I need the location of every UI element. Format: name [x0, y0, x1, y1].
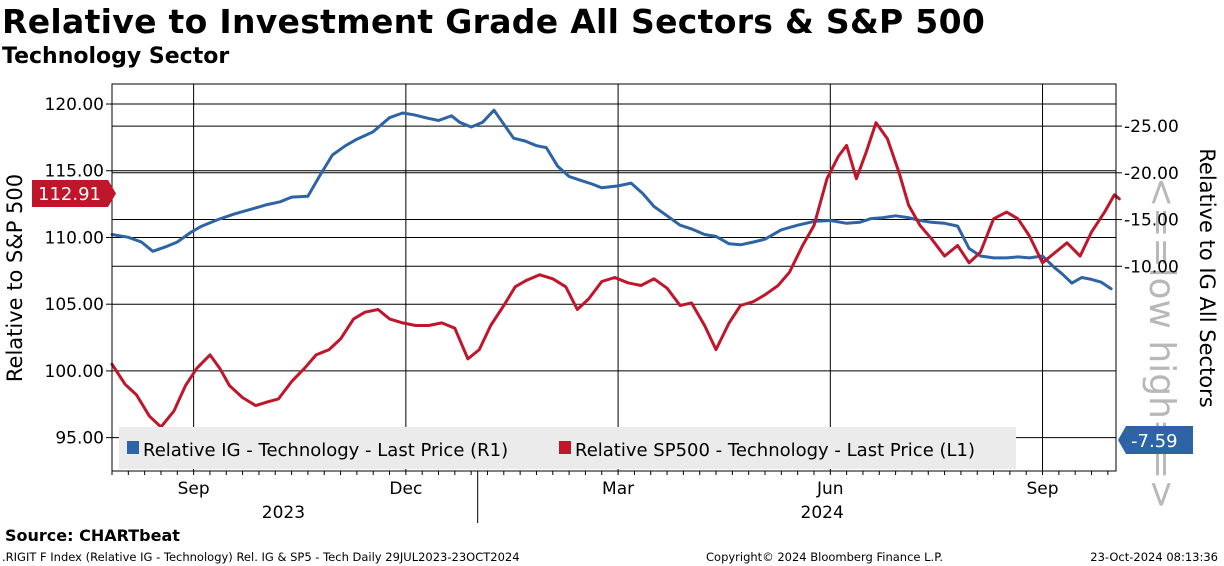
month-tick-label: Jun: [816, 479, 844, 499]
left-axis-title: Relative to S&P 500: [3, 174, 27, 382]
ticker-line: .RIGIT F Index (Relative IG - Technology…: [2, 550, 520, 564]
left-tick-label: 120.00: [45, 95, 104, 115]
left-tick-label: 110.00: [45, 228, 104, 248]
ticks-layer: 95.00 100.00 105.00 110.00 115.00 120.00 -10.0…: [45, 95, 1179, 523]
left-tick-label: 95.00: [55, 429, 104, 449]
legend-label-sp: Relative SP500 - Technology - Last Price…: [575, 440, 975, 461]
chart-subtitle: Technology Sector: [2, 44, 230, 69]
year-label: 2023: [262, 503, 305, 523]
month-tick-label: Sep: [178, 479, 210, 499]
year-label: 2024: [801, 503, 844, 523]
plot-frame: [111, 83, 1117, 472]
legend-swatch-sp: [559, 441, 571, 454]
legend: Relative IG - Technology - Last Price (R…: [119, 427, 1016, 469]
source-note: Source: CHARTbeat: [5, 526, 180, 545]
value-tag-ig-text: -7.59: [1131, 431, 1178, 452]
right-tick-label: -15.00: [1124, 211, 1179, 231]
month-tick-label: Mar: [602, 479, 634, 499]
right-axis-title: Relative to IG All Sectors: [1195, 148, 1219, 407]
value-tag-sp-text: 112.91: [38, 184, 101, 205]
legend-label-ig: Relative IG - Technology - Last Price (R…: [143, 440, 508, 461]
left-tick-label: 100.00: [45, 362, 104, 382]
series-line-relative-sp500: [110, 121, 1121, 429]
copyright: Copyright© 2024 Bloomberg Finance L.P.: [706, 550, 943, 564]
timestamp: 23-Oct-2024 08:13:36: [1090, 550, 1218, 564]
right-tick-label: -25.00: [1124, 117, 1179, 137]
right-tick-label: -10.00: [1124, 257, 1179, 277]
legend-swatch-ig: [127, 441, 139, 454]
left-tick-label: 105.00: [45, 295, 104, 315]
chart-title: Relative to Investment Grade All Sectors…: [2, 2, 986, 41]
month-tick-label: Dec: [389, 479, 422, 499]
value-tag-ig-shape: [1118, 426, 1193, 454]
value-tag-ig: -7.59: [1118, 426, 1193, 454]
series-layer: [110, 108, 1121, 429]
value-tag-sp-shape: [32, 180, 116, 207]
grid-layer: [112, 84, 1116, 471]
month-tick-label: Sep: [1027, 479, 1059, 499]
value-tag-sp: 112.91: [32, 180, 116, 207]
left-tick-label: 115.00: [45, 162, 104, 182]
series-line-relative-ig: [110, 108, 1113, 291]
right-tick-label: -20.00: [1124, 164, 1179, 184]
